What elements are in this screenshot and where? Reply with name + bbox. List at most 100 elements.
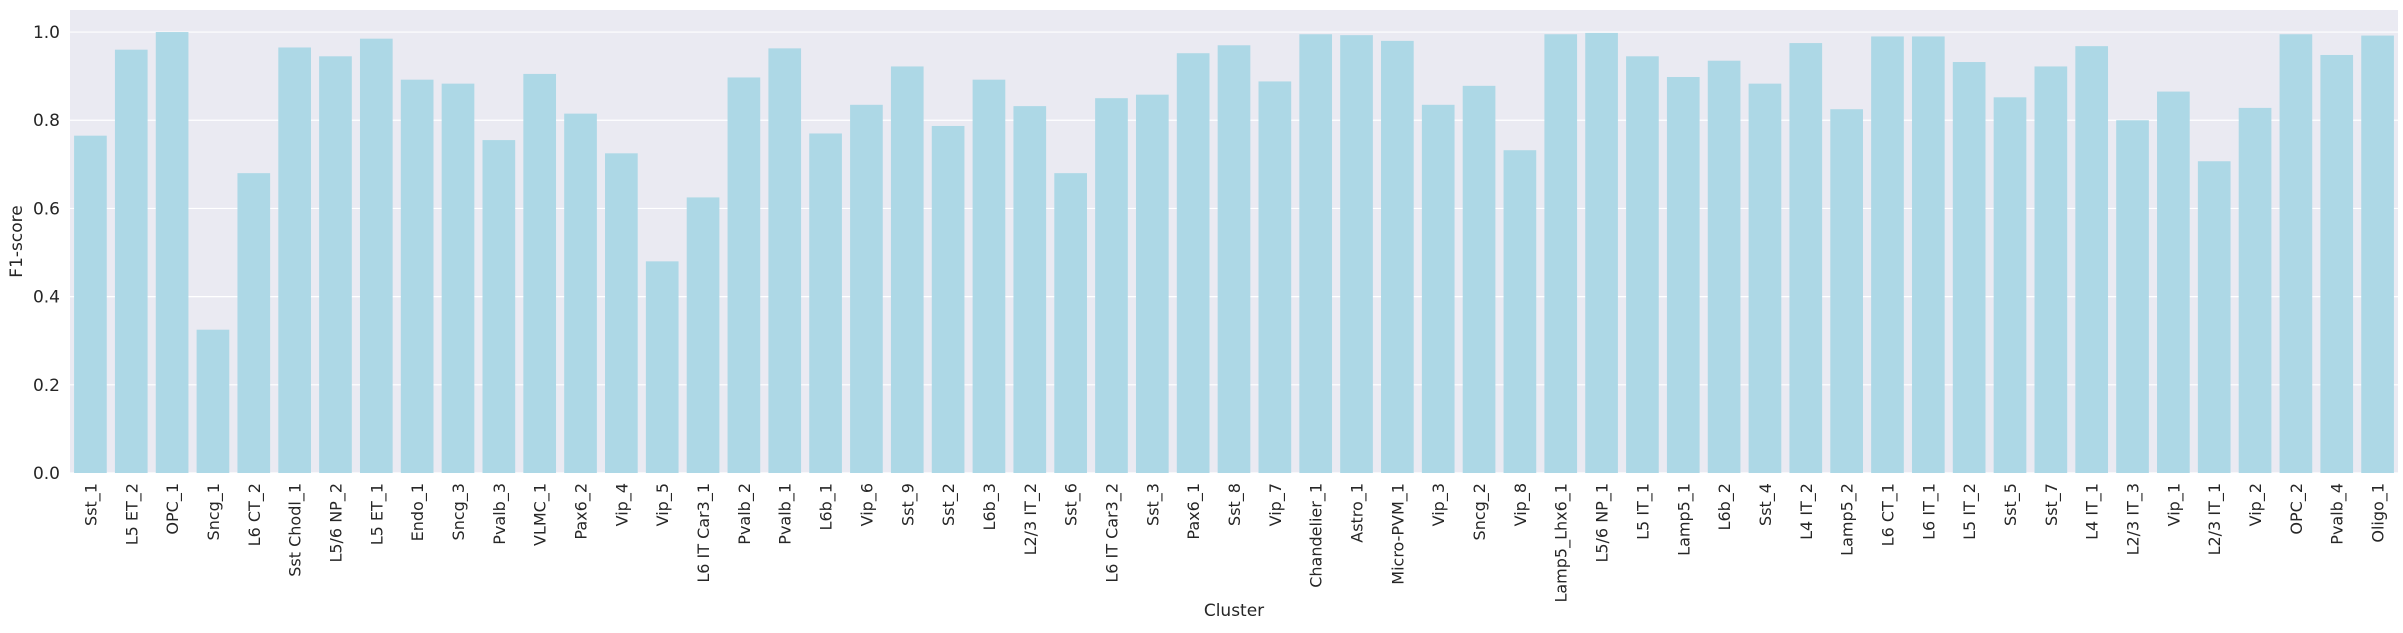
x-tick-label: Vip_4 xyxy=(612,483,632,526)
x-tick-label: Lamp5_2 xyxy=(1838,483,1858,556)
x-tick-label: Sst_6 xyxy=(1062,483,1082,526)
x-tick-label: Sst_8 xyxy=(1225,483,1245,526)
x-tick-label: Sst_9 xyxy=(898,483,918,526)
x-tick-label: L6 IT_1 xyxy=(1919,483,1939,540)
bar xyxy=(1340,35,1373,474)
bar xyxy=(931,125,965,474)
x-tick-label: L5/6 NP_2 xyxy=(326,483,346,563)
x-tick-label: Astro_1 xyxy=(1348,483,1368,543)
bar xyxy=(2361,35,2394,474)
x-tick-label: Lamp5_1 xyxy=(1674,483,1694,556)
x-tick-label: L5 IT_2 xyxy=(1960,483,1980,540)
x-tick-label: L2/3 IT_3 xyxy=(2124,483,2144,555)
x-tick-label: Vip_1 xyxy=(2164,483,2184,526)
bar xyxy=(1748,83,1782,474)
x-tick-label: L5 ET_1 xyxy=(367,483,387,545)
x-tick-label: Sst_7 xyxy=(2042,483,2062,526)
bar xyxy=(359,38,393,474)
bar xyxy=(1054,173,1087,473)
bar xyxy=(278,47,311,473)
x-tick-label: L2/3 IT_2 xyxy=(1021,483,1041,555)
x-tick-labels: Sst_1 L5 ET_2 OPC_1 Sncg_1 L6 CT_2 Sst Chodl_… xyxy=(81,483,2388,603)
bar xyxy=(482,140,516,474)
x-tick-label: L6 CT_1 xyxy=(1878,483,1898,546)
bar xyxy=(2116,120,2149,473)
bar xyxy=(2238,107,2272,474)
bar xyxy=(1911,36,1945,473)
x-tick-label: Vip_7 xyxy=(1266,483,1286,526)
bar xyxy=(74,135,107,473)
x-tick-label: L6b_1 xyxy=(817,483,837,530)
x-tick-label: L4 IT_1 xyxy=(2083,483,2103,540)
x-tick-label: L6b_2 xyxy=(1715,483,1735,530)
x-tick-label: L6b_3 xyxy=(980,483,1000,530)
x-tick-label: Chandelier_1 xyxy=(1307,483,1327,588)
bar xyxy=(2320,54,2354,473)
bar xyxy=(1626,56,1659,474)
bar xyxy=(2075,46,2109,474)
x-tick-label: Micro-PVM_1 xyxy=(1388,483,1408,585)
bar xyxy=(1013,106,1047,473)
bar xyxy=(727,77,761,474)
bar xyxy=(564,113,597,473)
bar xyxy=(972,79,1006,474)
bar xyxy=(1789,43,1823,473)
bar xyxy=(1666,77,1700,473)
x-tick-label: L5/6 NP_1 xyxy=(1593,483,1613,563)
x-tick-label: Vip_5 xyxy=(653,483,673,526)
bar xyxy=(1176,53,1210,474)
bar xyxy=(1299,34,1333,473)
x-tick-label: OPC_1 xyxy=(163,483,183,535)
bar xyxy=(400,79,434,474)
bar xyxy=(2157,91,2190,474)
bar xyxy=(1585,32,1618,473)
bar xyxy=(1871,36,1904,473)
x-tick-label: L5 ET_2 xyxy=(122,483,142,545)
x-tick-label: Lamp5_Lhx6_1 xyxy=(1552,483,1572,603)
x-axis-label: Cluster xyxy=(1204,601,1264,621)
x-tick-label: L6 CT_2 xyxy=(245,483,265,546)
x-tick-label: L2/3 IT_1 xyxy=(2205,483,2225,555)
x-tick-label: Vip_3 xyxy=(1429,483,1449,526)
bar xyxy=(2279,34,2313,473)
x-tick-label: Sst Chodl_1 xyxy=(286,483,306,577)
bar xyxy=(1952,62,1986,473)
bar xyxy=(1830,109,1863,473)
x-tick-label: Sst_5 xyxy=(2001,483,2021,526)
bar xyxy=(2034,66,2068,474)
x-tick-label: Sst_3 xyxy=(1143,483,1163,526)
x-tick-label: Pvalb_2 xyxy=(735,483,755,545)
bar xyxy=(850,104,883,474)
bar xyxy=(1135,94,1169,474)
bar xyxy=(1993,97,2027,474)
bars xyxy=(74,32,2394,474)
x-tick-label: L5 IT_1 xyxy=(1633,483,1653,540)
x-tick-label: L4 IT_2 xyxy=(1797,483,1817,540)
bar xyxy=(1544,34,1578,473)
x-tick-label: Vip_6 xyxy=(857,483,877,526)
bar xyxy=(237,173,271,473)
x-tick-label: VLMC_1 xyxy=(531,483,551,546)
x-tick-label: Sst_2 xyxy=(939,483,959,526)
x-tick-label: Pvalb_4 xyxy=(2328,483,2348,545)
bar xyxy=(523,73,557,473)
y-axis-label: F1-score xyxy=(7,205,27,277)
x-tick-label: Vip_8 xyxy=(1511,483,1531,526)
x-tick-label: Sst_4 xyxy=(1756,483,1776,526)
x-tick-label: Endo_1 xyxy=(408,483,428,541)
bar xyxy=(645,261,679,473)
y-tick-label: 0.4 xyxy=(33,288,60,308)
x-tick-label: Sncg_2 xyxy=(1470,483,1490,540)
x-tick-label: Pvalb_1 xyxy=(776,483,796,545)
x-tick-label: Pax6_1 xyxy=(1184,483,1204,540)
x-tick-label: L6 IT Car3_1 xyxy=(694,483,714,583)
bar xyxy=(1258,81,1292,473)
y-tick-label: 0.8 xyxy=(33,111,60,131)
x-tick-label: OPC_2 xyxy=(2287,483,2307,535)
x-tick-label: Sncg_1 xyxy=(204,483,224,540)
bar xyxy=(605,153,638,474)
x-tick-label: Pvalb_3 xyxy=(490,483,510,545)
bar xyxy=(768,48,802,474)
